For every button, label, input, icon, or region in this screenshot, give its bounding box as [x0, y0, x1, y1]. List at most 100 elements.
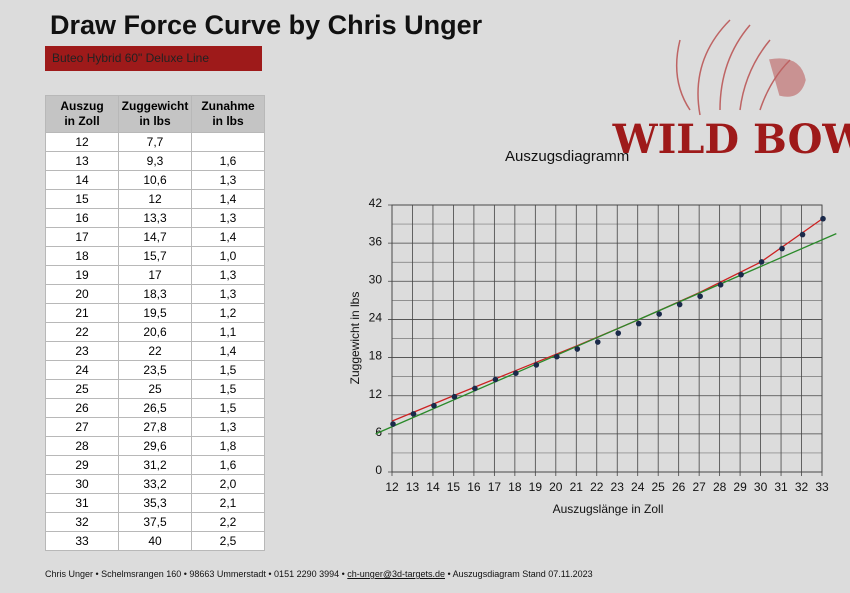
x-tick-label: 13	[406, 480, 420, 494]
table-row: 22 20,6 1,1	[45, 322, 265, 342]
cell: 2,5	[191, 531, 265, 551]
data-point	[513, 370, 519, 376]
table-row: 29 31,2 1,6	[45, 455, 265, 475]
data-point	[533, 362, 540, 368]
x-tick-label: 16	[467, 480, 481, 494]
y-tick-label: 18	[369, 349, 383, 363]
data-point	[779, 245, 785, 252]
data-point	[799, 231, 806, 238]
table-row: 14 10,6 1,3	[45, 170, 265, 190]
cell: 22	[45, 322, 119, 342]
data-point	[390, 421, 396, 427]
data-point	[410, 411, 417, 417]
cell: 32	[45, 512, 119, 532]
data-point	[820, 215, 826, 222]
cell: 16	[45, 208, 119, 228]
table-row: 24 23,5 1,5	[45, 360, 265, 380]
x-tick-label: 19	[529, 480, 543, 494]
x-tick-label: 12	[385, 480, 399, 494]
subtitle: Buteo Hybrid 60" Deluxe Line	[45, 46, 262, 71]
data-point	[431, 402, 437, 409]
trend-line	[375, 233, 837, 435]
x-tick-label: 33	[815, 480, 829, 494]
cell: 23,5	[118, 360, 192, 380]
table-row: 31 35,3 2,1	[45, 493, 265, 513]
table-row: 26 26,5 1,5	[45, 398, 265, 418]
cell: 1,3	[191, 417, 265, 437]
cell: 7,7	[118, 132, 192, 152]
data-point	[656, 311, 662, 317]
cell: 12	[45, 132, 119, 152]
data-point	[554, 353, 560, 360]
footer-text: Chris Unger • Schelmsrangen 160 • 98663 …	[45, 569, 345, 579]
y-tick-label: 0	[375, 463, 382, 477]
footer-text: • Auszugsdiagram Stand 07.11.2023	[447, 569, 593, 579]
cell: 15	[45, 189, 119, 209]
table-row: 17 14,7 1,4	[45, 227, 265, 247]
data-point	[492, 376, 499, 383]
cell: 20,6	[118, 322, 192, 342]
x-tick-label: 24	[631, 480, 645, 494]
data-point	[697, 293, 703, 300]
cell: 37,5	[118, 512, 192, 532]
x-tick-label: 18	[508, 480, 522, 494]
cell: 21	[45, 303, 119, 323]
header-text: in lbs	[139, 114, 171, 128]
cell: 1,5	[191, 379, 265, 399]
x-tick-label: 32	[795, 480, 809, 494]
y-tick-label: 12	[369, 387, 383, 401]
title: Draw Force Curve by Chris Unger	[50, 10, 483, 40]
cell: 1,4	[191, 189, 265, 209]
cell: 29,6	[118, 436, 192, 456]
draw-table: Auszug in Zoll Zuggewicht in lbs Zunahme in l…	[45, 95, 265, 551]
cell: 35,3	[118, 493, 192, 513]
header-text: Auszug	[60, 99, 104, 113]
data-point	[676, 301, 683, 308]
cell: 17	[118, 265, 192, 285]
x-tick-label: 25	[652, 480, 666, 494]
x-tick-label: 26	[672, 480, 686, 494]
table-row: 32 37,5 2,2	[45, 512, 265, 532]
table-row: 28 29,6 1,8	[45, 436, 265, 456]
table-row: 19 17 1,3	[45, 265, 265, 285]
x-tick-label: 27	[692, 480, 706, 494]
x-tick-label: 21	[570, 480, 584, 494]
cell: 9,3	[118, 151, 192, 171]
y-axis-label: Zuggewicht in lbs	[348, 292, 362, 385]
y-tick-label: 36	[369, 234, 383, 248]
x-tick-label: 14	[426, 480, 440, 494]
logo: WILD BOW	[612, 116, 850, 163]
cell: 23	[45, 341, 119, 361]
cell: 1,4	[191, 227, 265, 247]
footer: Chris Unger • Schelmsrangen 160 • 98663 …	[45, 569, 593, 579]
chart-title: Auszugsdiagramm	[505, 148, 629, 165]
email[interactable]: ch-unger@3d-targets.de	[347, 569, 445, 579]
cell: 10,6	[118, 170, 192, 190]
table-row: 20 18,3 1,3	[45, 284, 265, 304]
table-row: 15 12 1,4	[45, 189, 265, 209]
x-tick-label: 20	[549, 480, 563, 494]
header-text: in Zoll	[64, 114, 100, 128]
data-point	[594, 339, 601, 345]
x-tick-label: 22	[590, 480, 604, 494]
cell: 1,4	[191, 341, 265, 361]
cell: 1,8	[191, 436, 265, 456]
cell: 2,1	[191, 493, 265, 513]
data-point	[635, 320, 642, 327]
cell: 1,0	[191, 246, 265, 266]
cell: 29	[45, 455, 119, 475]
data-point	[574, 346, 581, 352]
cell: 33,2	[118, 474, 192, 494]
cell: 1,3	[191, 170, 265, 190]
header-text: Zuggewicht	[121, 99, 189, 113]
x-tick-label: 29	[733, 480, 747, 494]
data-point	[758, 259, 765, 265]
table-row: 23 22 1,4	[45, 341, 265, 361]
column-header: Zuggewicht in lbs	[118, 95, 192, 133]
x-tick-label: 17	[488, 480, 502, 494]
column-header: Zunahme in lbs	[191, 95, 265, 133]
logo-eagle	[675, 19, 806, 116]
x-tick-label: 28	[713, 480, 727, 494]
x-tick-label: 31	[774, 480, 788, 494]
